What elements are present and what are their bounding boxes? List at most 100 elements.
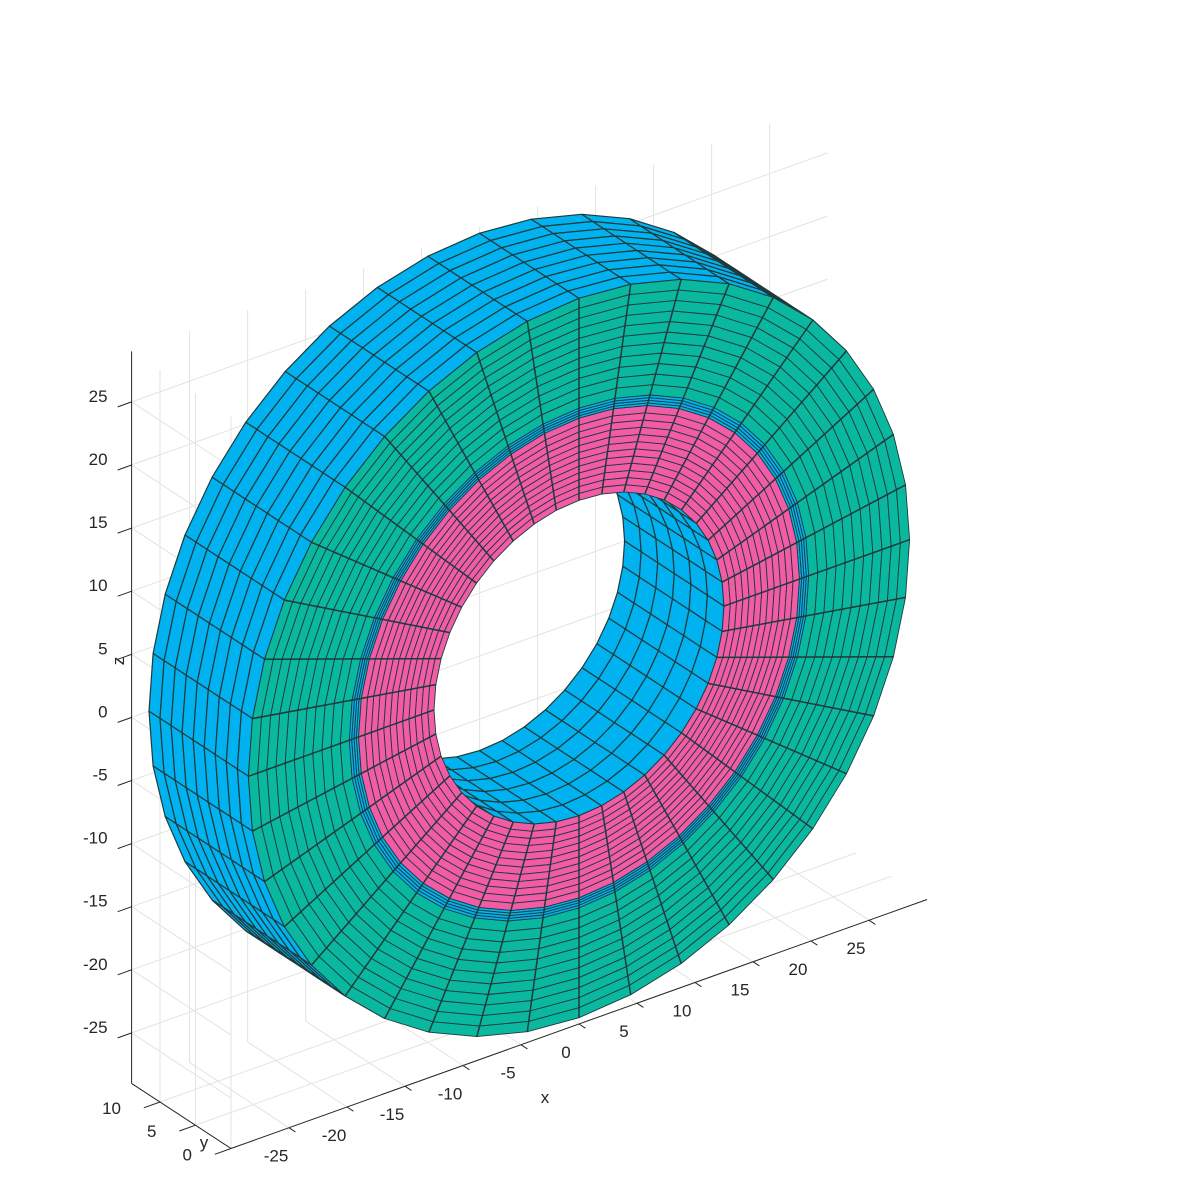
z-tick-label: 20	[89, 450, 108, 469]
x-tick	[462, 1065, 470, 1071]
mesh-seam	[311, 541, 401, 582]
mesh-seam	[428, 907, 480, 1033]
grid-line	[305, 1020, 406, 1087]
z-tick	[117, 906, 132, 913]
x-tick	[752, 961, 760, 967]
x-tick	[346, 1106, 354, 1112]
z-tick	[117, 401, 132, 408]
z-tick-label: 5	[98, 639, 107, 658]
mesh-seam	[510, 823, 535, 911]
mesh-seam	[510, 454, 535, 525]
grid-line	[247, 1041, 348, 1108]
mesh-seam	[344, 882, 424, 997]
mesh-seam	[612, 882, 632, 995]
mesh-seam	[448, 509, 495, 562]
x-tick-label: -10	[438, 1085, 463, 1104]
mesh-seam	[422, 805, 478, 884]
mesh-seam	[248, 736, 359, 778]
mesh-seam	[361, 683, 436, 700]
z-axis-label: z	[109, 657, 128, 666]
z-tick	[117, 843, 132, 850]
z-tick-label: -5	[92, 766, 107, 785]
x-tick-label: -15	[380, 1105, 405, 1124]
mesh-seam	[716, 508, 790, 561]
z-tick-label: 25	[89, 387, 108, 406]
z-tick	[117, 527, 132, 534]
y-tick	[143, 1101, 161, 1109]
mesh-seam	[721, 541, 798, 583]
mesh-seam	[774, 388, 875, 480]
axis-labels: x y z	[109, 657, 550, 1152]
mesh-seam	[400, 580, 462, 608]
mesh-seam	[678, 283, 730, 409]
z-tick	[117, 590, 132, 597]
grid-line	[131, 906, 232, 973]
z-tick	[117, 716, 132, 723]
mesh-seam	[448, 815, 495, 899]
mesh-seam	[707, 478, 776, 541]
y-tick	[214, 1148, 232, 1155]
y-tick-label: 0	[183, 1146, 192, 1165]
mesh-seam	[543, 433, 558, 511]
x-tick	[694, 982, 702, 988]
mesh-seam	[422, 543, 477, 584]
z-tick	[117, 1032, 132, 1039]
z-tick	[117, 780, 132, 786]
mesh-seam	[543, 821, 558, 908]
z-tick	[117, 464, 132, 471]
mesh-seam	[646, 279, 682, 406]
mesh-seam	[612, 284, 632, 409]
mesh-seam	[283, 836, 384, 928]
y-tick	[179, 1124, 196, 1132]
z-tick-label: 10	[89, 576, 108, 595]
x-tick	[810, 940, 818, 946]
mesh-seam	[428, 390, 480, 481]
mesh-seam	[756, 350, 848, 454]
z-tick	[117, 969, 132, 976]
mesh-seam	[696, 708, 758, 736]
x-tick-label: 0	[561, 1043, 570, 1062]
z-tick	[117, 653, 132, 660]
mesh-seam	[796, 596, 906, 619]
mesh-seam	[526, 907, 546, 1032]
axes: -25 -20 -15 -10 -5 0 5 10 15 20 25 0 5 10 -25 -20 -15 -10…	[83, 351, 928, 1166]
x-tick-label: 10	[673, 1002, 692, 1021]
mesh-seam	[368, 755, 442, 808]
mesh-seam	[252, 697, 362, 720]
mesh-seam	[360, 733, 437, 775]
grid-line	[769, 854, 870, 921]
mesh-seam	[680, 432, 736, 511]
mesh-seam	[384, 897, 451, 1019]
mesh-seam	[734, 319, 814, 434]
mesh-seam	[476, 910, 512, 1037]
z-tick-label: 0	[98, 702, 107, 721]
mesh-seam	[476, 352, 512, 455]
mesh-seam	[646, 861, 682, 964]
x-axis-label: x	[541, 1088, 550, 1107]
grid-line	[131, 401, 232, 468]
surface	[148, 213, 911, 1038]
z-tick-label: -25	[83, 1018, 108, 1037]
mesh-seam	[708, 682, 776, 698]
mesh-seam	[695, 452, 758, 524]
mesh-seam	[707, 805, 774, 880]
z-tick-label: -20	[83, 955, 108, 974]
mesh-seam	[382, 775, 451, 838]
mesh-seam	[252, 772, 362, 832]
x-tick	[520, 1044, 528, 1050]
mesh-seam	[400, 792, 463, 864]
grid-line	[131, 1032, 232, 1099]
x-tick-label: 25	[847, 939, 866, 958]
x-tick-label: 20	[789, 960, 808, 979]
mesh-seam	[734, 771, 814, 830]
mesh-seam	[623, 791, 648, 862]
mesh-seam	[723, 578, 800, 607]
mesh-seam	[384, 436, 451, 511]
z-tick-label: -15	[83, 892, 108, 911]
x-tick	[636, 1002, 644, 1008]
mesh-seam	[600, 408, 615, 495]
mesh-seam	[722, 616, 797, 633]
mesh-seam	[644, 774, 680, 837]
y-tick-label: 10	[102, 1099, 121, 1118]
mesh-seam	[707, 297, 774, 419]
